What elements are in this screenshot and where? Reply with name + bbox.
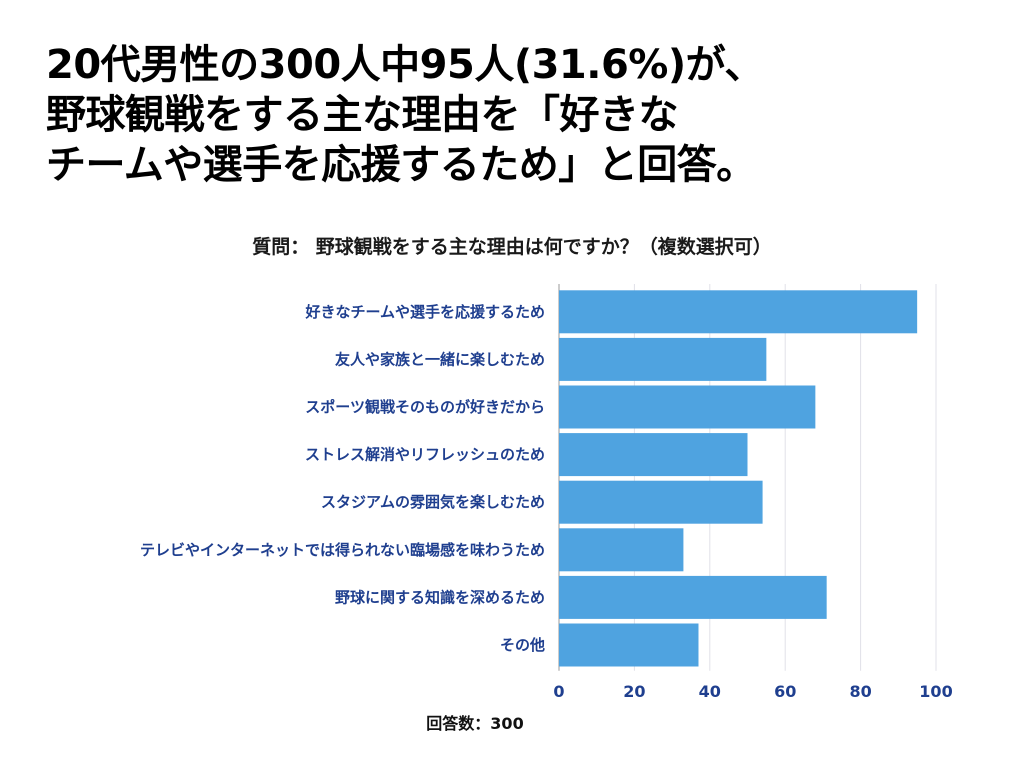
bar-5: [559, 480, 763, 524]
x-tick-label: 40: [699, 682, 721, 701]
category-label: スタジアムの雰囲気を楽しむため: [321, 493, 545, 511]
question-text: 質問： 野球観戦をする主な理由は何ですか？（複数選択可）: [252, 236, 772, 258]
category-label: 友人や家族と一緒に楽しむため: [335, 350, 545, 368]
x-tick-label: 0: [553, 682, 564, 701]
bars: [559, 290, 918, 667]
bar-4: [559, 433, 748, 477]
bar-3: [559, 385, 816, 429]
bar-7: [559, 575, 827, 619]
x-tick-label: 80: [849, 682, 871, 701]
category-label: テレビやインターネットでは得られない臨場感を味わうため: [140, 541, 545, 559]
response-count: 回答数：300: [0, 710, 950, 734]
x-tick-label: 20: [623, 682, 645, 701]
bar-chart: 好きなチームや選手を応援するため友人や家族と一緒に楽しむためスポーツ観戦そのもの…: [140, 284, 953, 701]
bar-1: [559, 290, 918, 334]
category-label: 好きなチームや選手を応援するため: [304, 303, 545, 321]
headline-line-3: チームや選手を応援するため」と回答。: [46, 142, 756, 188]
bar-6: [559, 528, 684, 572]
category-label: その他: [500, 636, 545, 654]
x-axis-ticks: 0 20 40 60 80 100: [553, 682, 952, 701]
category-labels: 好きなチームや選手を応援するため友人や家族と一緒に楽しむためスポーツ観戦そのもの…: [140, 303, 545, 654]
headline: 20代男性の300人中95人(31.6%)が、 野球観戦をする主な理由を「好きな…: [46, 40, 996, 190]
headline-line-1: 20代男性の300人中95人(31.6%)が、: [46, 42, 764, 88]
bar-8: [559, 623, 699, 667]
bar-2: [559, 337, 767, 381]
x-tick-label: 100: [919, 682, 952, 701]
category-label: スポーツ観戦そのものが好きだから: [305, 398, 545, 416]
response-count-value: 300: [490, 714, 524, 733]
response-count-label: 回答数：: [426, 714, 491, 733]
headline-line-2: 野球観戦をする主な理由を「好きな: [46, 92, 679, 138]
category-label: 野球に関する知識を深めるため: [335, 588, 545, 606]
x-tick-label: 60: [774, 682, 796, 701]
category-label: ストレス解消やリフレッシュのため: [305, 446, 545, 464]
